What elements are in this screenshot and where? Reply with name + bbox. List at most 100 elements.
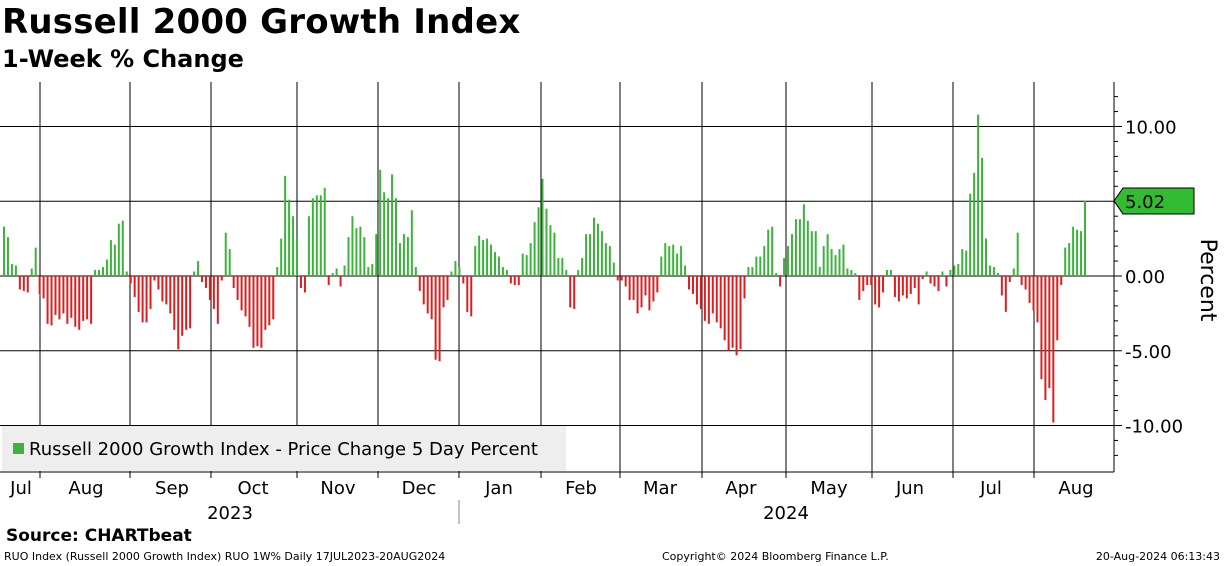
bar bbox=[545, 208, 548, 276]
bar bbox=[173, 276, 176, 330]
bar bbox=[383, 192, 386, 276]
bar bbox=[992, 267, 995, 276]
bar bbox=[1076, 229, 1079, 276]
bar bbox=[161, 276, 164, 302]
bar bbox=[34, 247, 37, 276]
bar bbox=[882, 276, 885, 293]
bar bbox=[1020, 276, 1023, 285]
bar bbox=[549, 225, 552, 276]
bar bbox=[359, 226, 362, 276]
bar bbox=[1060, 276, 1063, 285]
bar bbox=[398, 243, 401, 276]
bar bbox=[387, 198, 390, 276]
bar bbox=[288, 199, 291, 276]
bar bbox=[232, 276, 235, 288]
bar bbox=[438, 276, 441, 362]
bar bbox=[6, 237, 9, 276]
bar bbox=[553, 232, 556, 276]
bar bbox=[311, 198, 314, 276]
bar bbox=[252, 276, 255, 348]
bar bbox=[98, 270, 101, 276]
bar bbox=[169, 276, 172, 314]
bar bbox=[224, 232, 227, 276]
bar bbox=[818, 267, 821, 276]
bar bbox=[204, 276, 207, 288]
bar bbox=[1064, 247, 1067, 276]
x-tick-label: Mar bbox=[643, 478, 678, 499]
bar bbox=[292, 216, 295, 276]
bar bbox=[846, 268, 849, 276]
bar bbox=[74, 276, 77, 327]
bar bbox=[82, 276, 85, 321]
bar bbox=[695, 276, 698, 305]
bar bbox=[216, 276, 219, 324]
bar bbox=[323, 187, 326, 276]
bar bbox=[561, 258, 564, 276]
bar bbox=[593, 217, 595, 276]
bar bbox=[1036, 276, 1039, 323]
bar bbox=[303, 276, 306, 293]
bar bbox=[668, 246, 671, 276]
bar bbox=[299, 276, 302, 288]
bar bbox=[260, 276, 263, 348]
bar bbox=[395, 198, 398, 276]
bar bbox=[442, 276, 445, 308]
bar bbox=[450, 271, 453, 276]
bar bbox=[351, 216, 354, 276]
bar bbox=[973, 172, 976, 276]
legend-box bbox=[2, 426, 566, 471]
bar bbox=[731, 276, 734, 348]
bar bbox=[165, 276, 168, 305]
bar bbox=[691, 276, 694, 294]
y-tick-label: 10.00 bbox=[1125, 118, 1177, 139]
bar bbox=[521, 253, 524, 276]
bar bbox=[751, 267, 754, 276]
bar bbox=[874, 276, 877, 305]
bar bbox=[937, 276, 940, 291]
y-tick-label: -10.00 bbox=[1125, 417, 1183, 438]
bar bbox=[133, 276, 136, 297]
bar bbox=[684, 265, 687, 276]
bar bbox=[1084, 200, 1086, 276]
x-year-label: 2023 bbox=[207, 503, 253, 524]
bar bbox=[790, 234, 793, 276]
bar bbox=[272, 276, 275, 320]
bar bbox=[1068, 243, 1071, 276]
y-tick-label: 0.00 bbox=[1125, 267, 1165, 288]
bar bbox=[1052, 276, 1055, 423]
bar bbox=[893, 276, 896, 297]
bar bbox=[446, 276, 449, 300]
bar bbox=[589, 234, 592, 276]
bar bbox=[612, 262, 615, 277]
bar bbox=[1000, 276, 1003, 296]
bar bbox=[810, 231, 813, 276]
bar-series bbox=[3, 114, 1086, 423]
bar bbox=[367, 267, 370, 276]
bar bbox=[664, 243, 667, 276]
last-value-marker: 5.02 bbox=[1113, 187, 1195, 215]
bar bbox=[109, 240, 112, 276]
bar bbox=[264, 276, 267, 330]
bar bbox=[798, 219, 801, 276]
bar bbox=[672, 244, 675, 276]
bar bbox=[402, 234, 405, 276]
bar bbox=[949, 270, 952, 276]
footer-timestamp: 20-Aug-2024 06:13:43 bbox=[1095, 550, 1220, 563]
bar bbox=[624, 276, 627, 287]
bar bbox=[632, 276, 635, 300]
x-tick-label: Apr bbox=[725, 478, 757, 499]
bar bbox=[141, 276, 144, 323]
bar bbox=[379, 169, 382, 276]
bar bbox=[30, 268, 33, 276]
bar bbox=[70, 276, 73, 318]
bar bbox=[406, 237, 409, 276]
bar bbox=[977, 114, 980, 276]
bar bbox=[1044, 276, 1047, 401]
bar bbox=[208, 276, 211, 300]
bar bbox=[307, 216, 310, 276]
x-tick-label: Jul bbox=[979, 478, 1002, 499]
bar bbox=[961, 249, 964, 276]
x-tick-label: Aug bbox=[1058, 478, 1093, 499]
bar bbox=[62, 276, 65, 314]
chart-title: Russell 2000 Growth Index bbox=[2, 2, 521, 42]
